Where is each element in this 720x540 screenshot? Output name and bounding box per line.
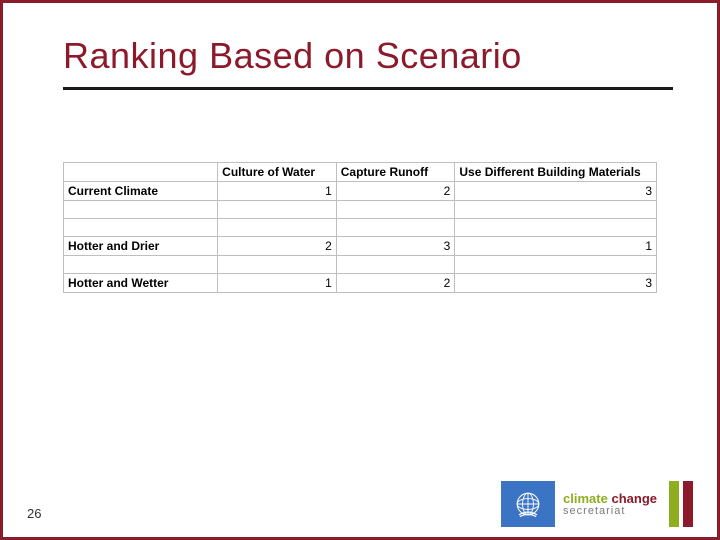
- table-spacer-row: [64, 256, 657, 274]
- cell: 1: [218, 182, 337, 201]
- cell: 2: [336, 274, 455, 293]
- cell: 2: [336, 182, 455, 201]
- cell: 1: [218, 274, 337, 293]
- footer-logo: climate change secretariat: [501, 481, 693, 527]
- slide-content: Ranking Based on Scenario Culture of Wat…: [3, 3, 717, 293]
- footer-olive-bar: [669, 481, 679, 527]
- row-label: Hotter and Wetter: [64, 274, 218, 293]
- table-spacer-row: [64, 201, 657, 219]
- row-label: Hotter and Drier: [64, 237, 218, 256]
- title-rule: [63, 87, 673, 90]
- un-logo-block: [501, 481, 555, 527]
- col-head-materials: Use Different Building Materials: [455, 163, 657, 182]
- ranking-table-wrap: Culture of Water Capture Runoff Use Diff…: [63, 162, 673, 293]
- cell: 2: [218, 237, 337, 256]
- cell: 1: [455, 237, 657, 256]
- table-row: Current Climate 1 2 3: [64, 182, 657, 201]
- cell: 3: [455, 182, 657, 201]
- table-row: Hotter and Wetter 1 2 3: [64, 274, 657, 293]
- footer-word-climate: climate: [563, 491, 608, 506]
- table-spacer-row: [64, 219, 657, 237]
- col-head-culture: Culture of Water: [218, 163, 337, 182]
- page-number: 26: [27, 506, 41, 521]
- footer-word-secretariat: secretariat: [563, 505, 657, 517]
- slide-frame: Ranking Based on Scenario Culture of Wat…: [0, 0, 720, 540]
- cell: 3: [455, 274, 657, 293]
- footer-text-block: climate change secretariat: [555, 481, 665, 527]
- col-head-runoff: Capture Runoff: [336, 163, 455, 182]
- cell: 3: [336, 237, 455, 256]
- table-row: Hotter and Drier 2 3 1: [64, 237, 657, 256]
- footer-word-change: change: [611, 491, 657, 506]
- footer-top-line: climate change: [563, 492, 657, 505]
- un-emblem-icon: [510, 486, 546, 522]
- footer-maroon-bar: [683, 481, 693, 527]
- slide-title: Ranking Based on Scenario: [63, 35, 673, 77]
- col-head-blank: [64, 163, 218, 182]
- row-label: Current Climate: [64, 182, 218, 201]
- ranking-table: Culture of Water Capture Runoff Use Diff…: [63, 162, 657, 293]
- table-header-row: Culture of Water Capture Runoff Use Diff…: [64, 163, 657, 182]
